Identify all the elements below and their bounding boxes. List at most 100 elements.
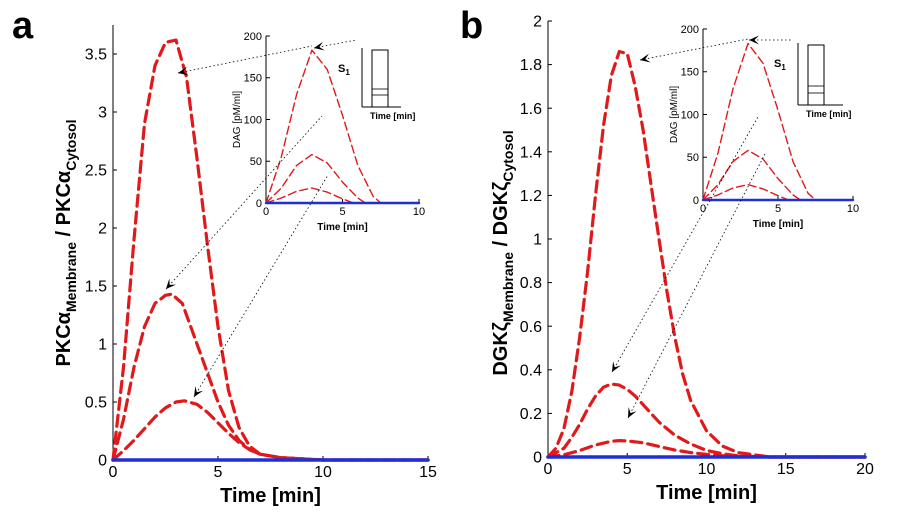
series-line-1	[265, 49, 420, 204]
connector-dotted-line	[193, 174, 329, 398]
y-tick-label: 1.4	[520, 144, 542, 161]
panel-label: b	[460, 5, 483, 47]
connector-dotted-line	[313, 39, 357, 49]
x-tick-label: 0	[544, 461, 553, 478]
connector-dotted-line	[165, 115, 323, 290]
stimulus-diagram: S1 Time [min]	[338, 48, 415, 121]
arrowhead	[314, 41, 325, 51]
y-label-part: / PKCα	[53, 170, 75, 242]
stimulus-label-main: S	[338, 63, 345, 75]
stimulus-label: S1	[774, 58, 786, 72]
y-tick-label: 1.8	[520, 57, 542, 74]
series-line-1	[111, 38, 430, 462]
x-tick-label: 5	[775, 203, 781, 215]
y-tick-label: 3.5	[85, 47, 107, 64]
y-tick-label: 0.5	[85, 395, 107, 412]
inset-dag: 0 50 100 150 200 0 5 10 Time [min] DAG [pM/ml] S1 T…	[232, 31, 425, 233]
connector-dotted-line	[627, 151, 767, 419]
y-tick-label: 0	[98, 453, 107, 470]
x-tick-label: 5	[623, 461, 632, 478]
x-tick-label: 10	[413, 206, 425, 218]
inset-y-label: DAG [pM/ml]	[669, 86, 680, 143]
y-axis-label: DGKζMembrane / DGKζCytosol	[490, 130, 516, 375]
stimulus-label-main: S	[774, 58, 781, 70]
inset-y-label: DAG [pM/ml]	[232, 91, 243, 148]
arrowhead	[166, 278, 177, 289]
y-label-subscript: Cytosol	[500, 130, 516, 181]
y-tick-label: 50	[250, 156, 262, 168]
connector-dotted-line	[611, 114, 760, 373]
x-tick-label: 15	[777, 461, 795, 478]
x-tick-label: 10	[314, 464, 332, 481]
series-line-3	[546, 439, 867, 459]
y-tick-label: 1.5	[85, 279, 107, 296]
x-tick-label: 5	[214, 464, 223, 481]
series-line-3	[111, 399, 430, 462]
y-tick-label: 1	[533, 232, 542, 249]
series-line-2	[702, 149, 854, 201]
x-tick-label: 10	[847, 203, 859, 215]
stimulus-axis-label: Time [min]	[370, 111, 415, 121]
inset-x-label: Time [min]	[753, 219, 803, 230]
x-axis-label: Time [min]	[656, 482, 757, 504]
y-label-part: / DGKζ	[490, 182, 512, 252]
y-tick-label: 200	[681, 24, 699, 36]
y-tick-label: 0	[533, 450, 542, 467]
arrowhead	[628, 407, 637, 418]
series-line-1	[702, 42, 854, 201]
stimulus-label: S1	[338, 63, 350, 77]
inset-dag: 0 50 100 150 200 0 5 10 Time [min] DAG [pM/ml] S1 T…	[669, 24, 859, 230]
arrowhead	[194, 386, 204, 397]
x-tick-label: 0	[109, 464, 118, 481]
y-tick-label: 100	[681, 109, 699, 121]
connector-dotted-line	[177, 45, 313, 74]
y-tick-label: 100	[244, 114, 262, 126]
y-tick-label: 2	[98, 221, 107, 238]
connector-dotted-line	[639, 38, 749, 61]
stimulus-axis-label: Time [min]	[806, 109, 851, 119]
series-line-2	[111, 292, 430, 462]
stimulus-box	[371, 49, 389, 108]
stimulus-label-sub: 1	[345, 68, 350, 77]
x-tick-label: 20	[856, 461, 874, 478]
y-tick-label: 0	[693, 195, 699, 207]
y-tick-label: 150	[681, 67, 699, 79]
y-tick-label: 3	[98, 105, 107, 122]
y-label-part: DGKζ	[490, 322, 512, 376]
panel-a: a 0 0.5 1 1.5 2 2.5 3 3.5 0 5 10 15 Time [min] PKCαMem…	[12, 5, 437, 507]
y-label-subscript: Membrane	[500, 252, 516, 322]
x-axis-label: Time [min]	[220, 485, 321, 507]
stimulus-box	[807, 44, 825, 106]
y-label-part: PKCα	[53, 311, 75, 366]
y-label-subscript: Membrane	[63, 242, 79, 312]
arrowhead	[640, 53, 651, 63]
y-tick-label: 150	[244, 73, 262, 85]
series-line-2	[546, 382, 867, 459]
series-line-1	[546, 49, 867, 459]
arrowhead	[178, 66, 189, 76]
y-label-subscript: Cytosol	[63, 119, 79, 170]
y-tick-label: 0.8	[520, 275, 542, 292]
y-tick-label: 0.6	[520, 319, 542, 336]
inset-x-label: Time [min]	[317, 222, 367, 233]
y-tick-label: 2.5	[85, 163, 107, 180]
x-tick-label: 10	[698, 461, 716, 478]
y-tick-label: 0.2	[520, 406, 542, 423]
y-tick-label: 2	[533, 14, 542, 31]
y-tick-label: 200	[244, 31, 262, 43]
y-tick-label: 50	[687, 152, 699, 164]
y-tick-label: 0.4	[520, 362, 542, 379]
panel-b: b00.20.40.60.811.21.41.61.820 5 10 15 20Time…	[460, 5, 874, 504]
x-tick-label: 0	[263, 206, 269, 218]
arrowhead	[749, 35, 759, 45]
y-tick-label: 1.6	[520, 101, 542, 118]
panel-label: a	[12, 5, 34, 47]
x-tick-label: 15	[419, 464, 437, 481]
arrowhead	[612, 361, 621, 372]
stimulus-diagram: S1 Time [min]	[774, 43, 851, 119]
x-tick-label: 5	[339, 206, 345, 218]
y-axis-label: PKCαMembrane / PKCαCytosol	[53, 119, 79, 366]
x-tick-label: 0	[700, 203, 706, 215]
stimulus-label-sub: 1	[781, 63, 786, 72]
